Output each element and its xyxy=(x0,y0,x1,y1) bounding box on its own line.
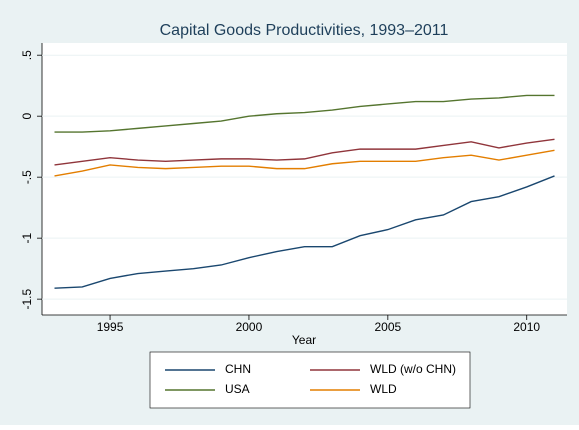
y-tick-label: .5 xyxy=(20,50,34,60)
line-series xyxy=(54,138,555,166)
legend-label: WLD (w/o CHN) xyxy=(370,362,456,376)
legend-label: USA xyxy=(225,382,250,396)
y-tick-label: -1.5 xyxy=(20,288,34,309)
line-series xyxy=(54,94,555,133)
line-series xyxy=(54,149,555,177)
y-tick-label: -.5 xyxy=(20,170,34,184)
x-tick-label: 2005 xyxy=(374,320,401,334)
x-axis-label: Year xyxy=(292,333,316,347)
legend xyxy=(149,351,471,409)
x-tick-label: 1995 xyxy=(97,320,124,334)
y-tick-label: -1 xyxy=(20,232,34,243)
y-tick-label: 0 xyxy=(20,113,34,120)
line-series xyxy=(54,175,555,289)
x-tick-label: 2010 xyxy=(513,320,540,334)
x-tick-label: 2000 xyxy=(236,320,263,334)
chart-title: Capital Goods Productivities, 1993–2011 xyxy=(160,22,449,39)
plot-area xyxy=(42,43,567,315)
legend-label: WLD xyxy=(370,382,397,396)
legend-label: CHN xyxy=(225,362,251,376)
